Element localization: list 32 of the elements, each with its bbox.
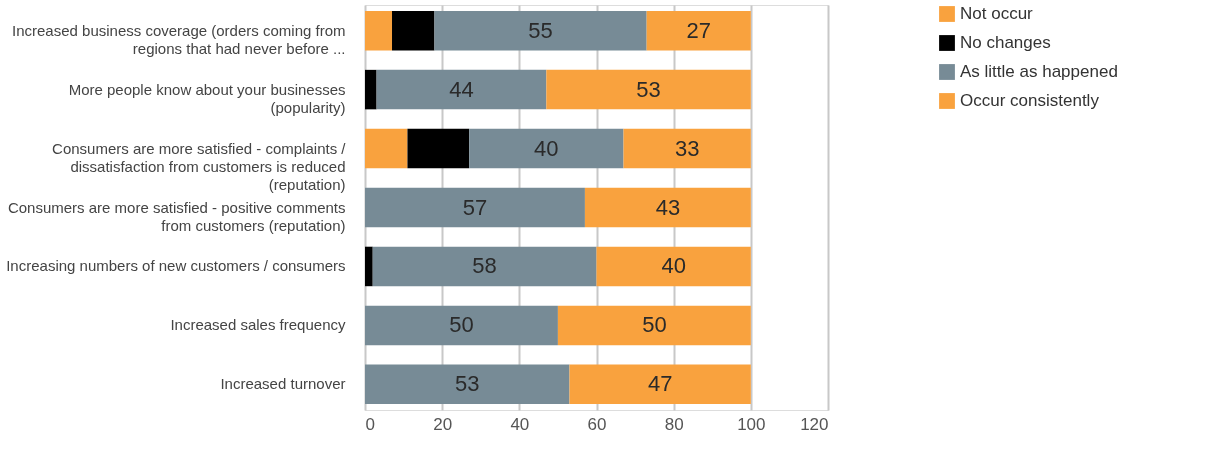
data-label: 50	[449, 312, 474, 338]
y-tick-label: Increased turnover	[220, 375, 346, 393]
y-tick-label: Consumers are more satisfied - complaints / dissatisfaction from customers is reduced (reputation)	[52, 139, 347, 193]
data-label: 53	[455, 371, 480, 397]
y-tick-label: Increased business coverage (orders coming from regions that had never before ...	[12, 21, 346, 57]
legend-label: Not occur	[960, 4, 1034, 23]
data-label: 57	[462, 194, 488, 220]
x-tick-label: 120	[800, 414, 829, 434]
data-label: 58	[472, 253, 497, 279]
data-label: 40	[661, 253, 686, 279]
data-label: 27	[686, 17, 711, 43]
data-label: 44	[449, 76, 474, 102]
y-tick-label: Consumers are more satisfied - positive comments from customers (reputation)	[7, 198, 346, 234]
x-tick-label: 100	[737, 414, 766, 434]
data-label: 50	[642, 312, 667, 338]
x-tick-label: 80	[664, 414, 684, 434]
data-label: 33	[674, 135, 700, 161]
data-label: 47	[647, 371, 673, 397]
y-tick-label: Increased sales frequency	[170, 316, 346, 334]
x-tick-label: 20	[433, 414, 453, 434]
x-tick-label: 40	[510, 414, 530, 434]
y-tick-label: More people know about your businesses (popularity)	[68, 80, 346, 116]
data-label: 40	[534, 135, 559, 161]
y-tick-label: Increasing numbers of new customers / consumers	[6, 257, 346, 275]
x-tick-label: 0	[365, 414, 375, 434]
legend-label: No changes	[960, 33, 1051, 52]
x-tick-label: 60	[587, 414, 607, 434]
data-label: 43	[655, 194, 681, 220]
data-label: 53	[636, 76, 661, 102]
legend-label: As little as happened	[960, 62, 1118, 81]
data-label: 55	[528, 17, 553, 43]
legend-label: Occur consistently	[960, 91, 1100, 110]
